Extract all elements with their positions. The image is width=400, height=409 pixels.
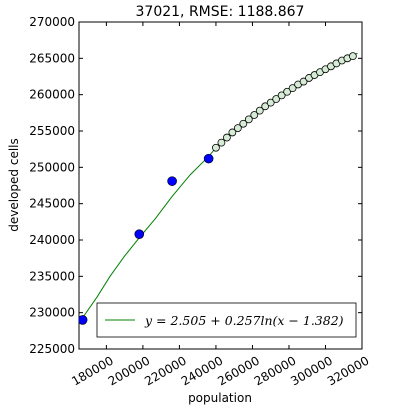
y-tick-label: 250000 — [29, 160, 75, 174]
x-axis-label: population — [188, 391, 252, 405]
y-tick-label: 240000 — [29, 233, 75, 247]
y-tick-label: 235000 — [29, 269, 75, 283]
y-tick-label: 255000 — [29, 124, 75, 138]
predicted-point — [348, 52, 357, 61]
predicted-point — [244, 115, 253, 124]
predicted-point — [266, 98, 275, 107]
predicted-point — [283, 87, 292, 96]
y-tick-label: 265000 — [29, 51, 75, 65]
predicted-point — [250, 111, 259, 119]
predicted-point — [228, 128, 237, 137]
observed-point — [203, 153, 214, 164]
predicted-point — [272, 95, 281, 103]
predicted-point — [299, 77, 308, 86]
predicted-point — [288, 84, 297, 93]
predicted-point — [261, 102, 270, 111]
predicted-point — [255, 106, 264, 115]
predicted-point — [222, 133, 231, 142]
y-tick-label: 245000 — [29, 197, 75, 211]
observed-point — [167, 176, 177, 186]
predicted-point — [212, 143, 220, 152]
predicted-point — [277, 91, 286, 100]
y-axis-label: developed cells — [7, 138, 21, 232]
y-tick-label: 230000 — [29, 306, 75, 320]
legend-label: y = 2.505 + 0.257ln(x − 1.382) — [144, 313, 344, 328]
chart-title: 37021, RMSE: 1188.867 — [136, 4, 305, 20]
legend-box — [96, 302, 357, 338]
y-tick-label: 225000 — [29, 342, 75, 356]
observed-point — [79, 315, 88, 325]
predicted-point — [217, 138, 226, 147]
predicted-point — [233, 124, 242, 132]
y-tick-label: 270000 — [29, 15, 75, 29]
plot-layer — [79, 52, 358, 325]
predicted-point — [239, 119, 248, 128]
x-tick-label: 320000 — [325, 353, 372, 388]
observed-point — [134, 229, 145, 239]
y-tick-label: 260000 — [29, 88, 75, 102]
